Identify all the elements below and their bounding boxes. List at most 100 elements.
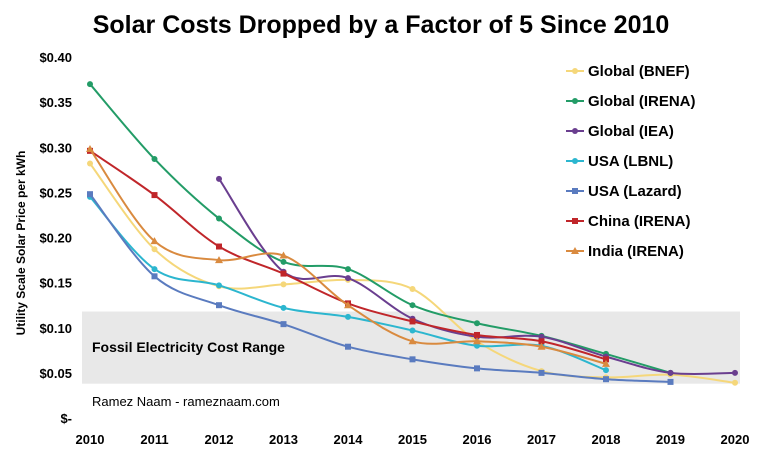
legend-item-global-bnef: Global (BNEF) [566,63,690,80]
x-tick-label: 2017 [527,432,556,447]
data-point [216,282,222,289]
legend-label: India (IRENA) [588,243,684,260]
data-point [602,359,610,367]
data-point [87,191,93,198]
data-point [151,273,158,280]
series-line [89,148,607,365]
data-point [345,343,351,350]
data-point [409,327,416,334]
data-point [409,302,416,309]
x-tick-label: 2012 [205,432,234,447]
data-point [603,376,609,383]
chart-title: Solar Costs Dropped by a Factor of 5 Sin… [93,11,670,39]
data-point [151,192,158,199]
data-point [87,160,93,167]
x-tick-label: 2018 [592,432,621,447]
data-point [732,369,738,376]
data-point [280,304,287,311]
legend-label: USA (LBNL) [588,153,673,170]
y-tick-label: $0.35 [39,95,72,110]
legend-label: China (IRENA) [588,213,691,230]
y-tick-label: $0.30 [39,140,72,155]
legend-item-global-iea: Global (IEA) [566,123,674,140]
data-point [474,320,480,327]
legend-label: Global (IEA) [588,123,674,140]
data-point [151,155,158,162]
data-point [538,369,545,376]
legend-label: Global (IRENA) [588,93,696,110]
legend-label: Global (BNEF) [588,63,690,80]
data-point [216,215,222,222]
data-point [571,247,579,254]
data-point [409,318,416,325]
data-point [216,302,222,309]
y-tick-label: $0.40 [39,50,72,65]
data-point [344,301,352,309]
data-point [345,275,351,282]
data-point [87,81,93,88]
data-point [409,356,416,363]
data-point [603,367,609,374]
legend-item-usa-lazard: USA (Lazard) [566,183,682,200]
series-layer [86,81,738,386]
y-axis-title-group: Utility Scale Solar Price per kWh [14,151,28,336]
legend-label: USA (Lazard) [588,183,682,200]
data-point [345,266,351,273]
x-tick-label: 2011 [140,432,168,447]
legend-item-india-irena: India (IRENA) [566,243,684,260]
x-tick-label: 2019 [656,432,685,447]
x-tick-label: 2020 [721,432,750,447]
data-point [86,145,94,153]
series-line [89,83,671,374]
data-point [345,313,351,320]
data-point [474,331,480,338]
data-point [408,337,417,345]
data-point [667,378,674,385]
legend-item-global-irena: Global (IRENA) [566,93,696,110]
series-line [89,193,671,383]
legend: Global (BNEF) Global (IRENA) Global (IEA) U… [566,63,696,260]
x-axis-ticks: 2010 2011 2012 2013 2014 2015 2016 2017 2018 2019… [76,432,750,447]
data-point [280,321,287,328]
data-point [216,175,222,182]
data-point [572,158,578,164]
data-point [473,337,481,345]
y-tick-label: $- [60,411,72,426]
data-point [572,98,578,104]
data-point [537,342,546,350]
data-point [474,342,480,349]
data-point [732,379,738,386]
y-tick-label: $0.25 [39,185,72,200]
y-axis-title: Utility Scale Solar Price per kWh [14,151,28,336]
data-point [151,246,158,253]
data-point [667,369,674,376]
x-tick-label: 2010 [76,432,105,447]
data-point [474,365,480,372]
fossil-cost-band-label: Fossil Electricity Cost Range [92,339,285,355]
x-tick-label: 2014 [334,432,364,447]
y-tick-label: $0.05 [39,366,72,381]
data-point [280,270,287,277]
legend-item-usa-lbnl: USA (LBNL) [566,153,673,170]
data-point [572,188,578,194]
y-tick-label: $0.10 [39,321,72,336]
data-point [572,68,578,74]
data-point [538,333,545,340]
data-point [280,281,287,288]
data-point [280,258,287,265]
series-usa-lazard [87,191,674,385]
legend-item-china-irena: China (IRENA) [566,213,691,230]
data-point [572,218,578,224]
data-point [279,251,288,259]
series-india-irena [86,145,610,367]
data-point [572,128,578,134]
y-tick-label: $0.15 [39,276,72,291]
data-point [409,285,416,292]
data-point [603,356,609,363]
data-point [151,266,158,273]
x-tick-label: 2016 [463,432,492,447]
data-point [216,243,222,250]
x-tick-label: 2013 [269,432,298,447]
x-tick-label: 2015 [398,432,427,447]
